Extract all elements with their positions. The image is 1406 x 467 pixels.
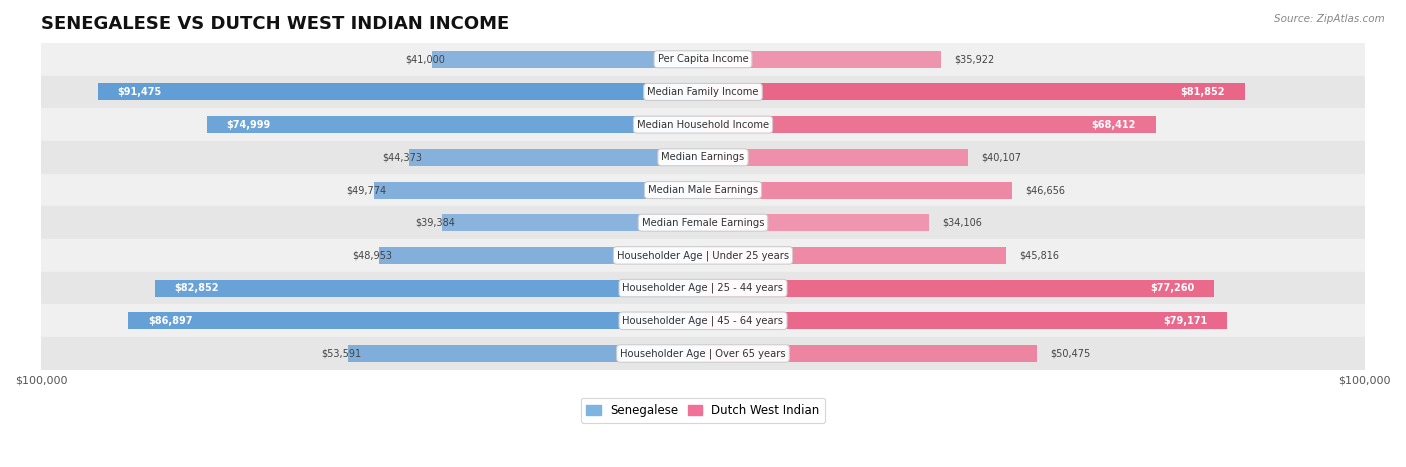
Bar <box>41 304 1365 337</box>
Text: Householder Age | Under 25 years: Householder Age | Under 25 years <box>617 250 789 261</box>
Bar <box>374 182 703 198</box>
Bar <box>703 280 1215 297</box>
Bar <box>703 116 1156 133</box>
Text: Median Male Earnings: Median Male Earnings <box>648 185 758 195</box>
Bar <box>41 206 1365 239</box>
Text: $40,107: $40,107 <box>981 152 1022 163</box>
Legend: Senegalese, Dutch West Indian: Senegalese, Dutch West Indian <box>581 398 825 423</box>
Bar <box>703 214 929 231</box>
Text: Householder Age | Over 65 years: Householder Age | Over 65 years <box>620 348 786 359</box>
Bar <box>155 280 703 297</box>
Bar <box>41 337 1365 370</box>
Text: Median Family Income: Median Family Income <box>647 87 759 97</box>
Text: $77,260: $77,260 <box>1150 283 1195 293</box>
Text: $46,656: $46,656 <box>1025 185 1064 195</box>
Text: Median Household Income: Median Household Income <box>637 120 769 130</box>
Bar <box>409 149 703 166</box>
Bar <box>41 141 1365 174</box>
Bar <box>41 239 1365 272</box>
Bar <box>97 84 703 100</box>
Text: $74,999: $74,999 <box>226 120 271 130</box>
Text: $41,000: $41,000 <box>405 54 444 64</box>
Text: $39,384: $39,384 <box>416 218 456 228</box>
Bar <box>703 51 941 68</box>
Text: $86,897: $86,897 <box>148 316 193 326</box>
Text: Source: ZipAtlas.com: Source: ZipAtlas.com <box>1274 14 1385 24</box>
Text: $91,475: $91,475 <box>118 87 162 97</box>
Text: Householder Age | 45 - 64 years: Householder Age | 45 - 64 years <box>623 316 783 326</box>
Text: $45,816: $45,816 <box>1019 250 1060 261</box>
Bar <box>349 345 703 362</box>
Bar <box>432 51 703 68</box>
Text: $68,412: $68,412 <box>1091 120 1136 130</box>
Bar <box>703 247 1007 264</box>
Bar <box>703 182 1012 198</box>
Bar <box>41 272 1365 304</box>
Text: $79,171: $79,171 <box>1163 316 1208 326</box>
Bar <box>703 312 1227 329</box>
Bar <box>207 116 703 133</box>
Text: SENEGALESE VS DUTCH WEST INDIAN INCOME: SENEGALESE VS DUTCH WEST INDIAN INCOME <box>41 15 509 33</box>
Text: $50,475: $50,475 <box>1050 348 1091 359</box>
Bar <box>41 43 1365 76</box>
Text: Householder Age | 25 - 44 years: Householder Age | 25 - 44 years <box>623 283 783 293</box>
Text: $49,774: $49,774 <box>347 185 387 195</box>
Text: $53,591: $53,591 <box>322 348 361 359</box>
Text: $48,953: $48,953 <box>353 250 392 261</box>
Text: Median Earnings: Median Earnings <box>661 152 745 163</box>
Text: $82,852: $82,852 <box>174 283 219 293</box>
Bar <box>703 149 969 166</box>
Text: $34,106: $34,106 <box>942 218 981 228</box>
Bar <box>703 345 1038 362</box>
Bar <box>41 108 1365 141</box>
Bar <box>703 84 1244 100</box>
Bar <box>380 247 703 264</box>
Text: $81,852: $81,852 <box>1180 87 1225 97</box>
Bar <box>41 76 1365 108</box>
Text: Per Capita Income: Per Capita Income <box>658 54 748 64</box>
Text: $44,373: $44,373 <box>382 152 423 163</box>
Bar <box>41 174 1365 206</box>
Text: $35,922: $35,922 <box>953 54 994 64</box>
Bar <box>128 312 703 329</box>
Text: Median Female Earnings: Median Female Earnings <box>641 218 765 228</box>
Bar <box>443 214 703 231</box>
